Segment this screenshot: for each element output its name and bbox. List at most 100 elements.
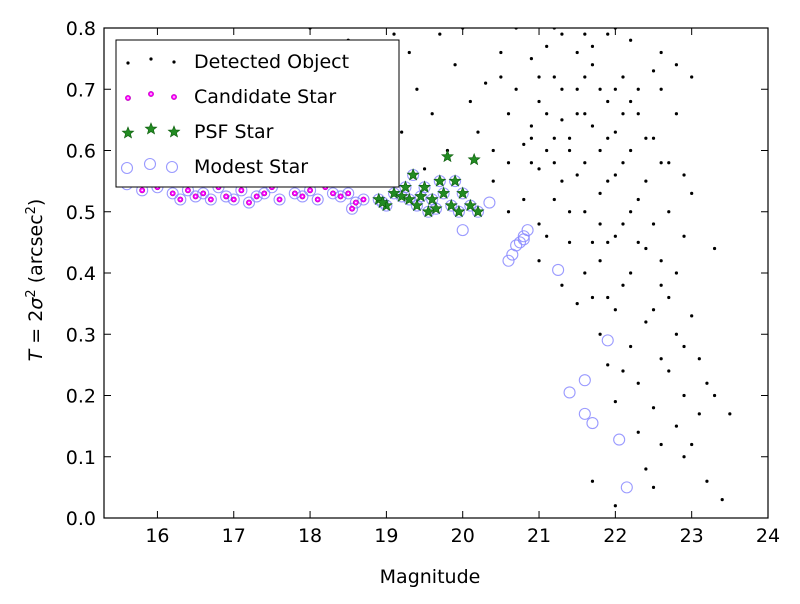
point-detected-object-49 [651,406,656,410]
point-candidate-star-18-center [332,192,334,195]
point-detected-object-24 [636,112,640,116]
point-detected-object-23 [629,148,633,153]
point-candidate-star-19-center [339,195,342,198]
point-detected-object-158 [621,222,625,226]
legend-marker-2-0 [121,126,135,139]
point-detected-object-83 [430,112,434,116]
point-detected-object-159 [590,240,595,244]
point-detected-object-2 [522,142,526,146]
point-detected-object-143 [514,87,518,91]
legend-entry-2: PSF Star [121,121,274,143]
point-detected-object-4 [537,167,541,171]
legend-entry-3: Modest Star [120,156,308,178]
point-detected-object-62 [682,234,686,238]
point-detected-object-111 [621,283,625,287]
y-axis-title-eq: = 2 [25,310,47,350]
point-detected-object-61 [712,246,717,251]
point-detected-object-95 [392,32,396,36]
point-detected-object-105 [621,369,625,373]
point-detected-object-103 [560,283,564,287]
point-modest-star-14 [288,187,301,200]
x-tick-label-8: 24 [756,525,780,547]
x-tick-label-7: 23 [680,525,704,547]
x-tick-label-3: 19 [374,525,398,547]
point-detected-object-48 [636,381,640,385]
legend-marker-0-2 [172,60,176,64]
point-modest-star-13 [273,193,286,206]
legend-marker-2-1 [144,122,158,135]
point-modest-star-52 [502,254,515,267]
point-detected-object-53 [705,381,709,385]
point-detected-object-30 [537,222,541,226]
legend-entry-1: Candidate Star [125,86,336,108]
y-axis-title-sup2: 2 [24,206,39,214]
point-candidate-star-15-center [301,195,304,198]
point-detected-object-21 [621,75,625,79]
legend-entry-0: Detected Object [126,51,349,73]
point-detected-object-145 [598,87,602,91]
legend-label-2: PSF Star [194,121,274,143]
point-candidate-star-16-center [309,189,311,192]
point-detected-object-113 [667,295,671,300]
point-detected-object-140 [560,87,564,91]
point-detected-object-119 [674,424,679,428]
point-detected-object-114 [682,344,686,349]
point-modest-star-18 [326,187,340,200]
point-modest-star-24 [204,193,217,206]
y-tick-label-6: 0.6 [66,141,96,163]
legend-marker-3-2 [165,160,179,174]
point-detected-object-124 [606,179,610,183]
point-detected-object-39 [674,271,679,275]
point-psf-star-6 [410,198,424,212]
point-detected-object-109 [583,271,587,275]
point-modest-star-21 [349,196,362,209]
point-detected-object-66 [690,191,694,195]
point-detected-object-134 [552,161,556,165]
legend-marker-2-2 [167,125,181,138]
point-detected-object-19 [613,173,617,177]
point-psf-star-18 [463,198,477,212]
point-detected-object-32 [567,240,572,244]
point-detected-object-149 [583,75,587,79]
point-detected-object-60 [590,479,595,483]
point-detected-object-127 [651,222,656,226]
legend-box [115,39,400,188]
x-tick-label-0: 16 [145,525,169,547]
y-tick-label-5: 0.5 [66,202,96,224]
point-detected-object-41 [598,332,602,336]
point-psf-star-22 [398,180,412,193]
point-candidate-star-20-center [347,192,350,195]
point-candidate-star-22-center [362,198,365,201]
point-detected-object-26 [651,136,656,140]
legend-marker-1-2-center [173,96,175,98]
y-tick-label-2: 0.2 [66,386,96,408]
x-tick-label-1: 17 [222,525,246,547]
point-detected-object-7 [552,75,556,79]
point-candidate-star-21-center [354,201,357,204]
point-psf-star-13 [440,149,454,163]
y-tick-label-8: 0.8 [66,18,96,40]
point-detected-object-28 [667,161,671,165]
point-candidate-star-29-center [248,201,250,204]
y-tick-label-3: 0.3 [66,324,96,346]
point-modest-star-25 [345,202,359,215]
point-detected-object-125 [621,161,625,165]
point-detected-object-101 [606,32,610,36]
point-psf-star-3 [395,189,409,202]
point-modest-star-64 [601,334,614,347]
point-detected-object-18 [606,99,610,104]
point-candidate-star-13-center [278,198,281,201]
point-detected-object-58 [728,412,732,416]
point-detected-object-121 [522,197,526,202]
point-psf-star-4 [402,192,416,206]
point-psf-star-2 [387,186,401,199]
point-modest-star-20 [342,187,355,200]
point-candidate-star-27-center [351,207,353,210]
point-detected-object-17 [598,191,602,195]
point-detected-object-99 [560,32,564,36]
y-tick-label-1: 0.1 [66,447,96,469]
x-tick-label-6: 22 [603,525,627,547]
point-modest-star-61 [578,374,591,387]
point-psf-star-23 [376,195,390,209]
point-detected-object-34 [598,259,602,263]
